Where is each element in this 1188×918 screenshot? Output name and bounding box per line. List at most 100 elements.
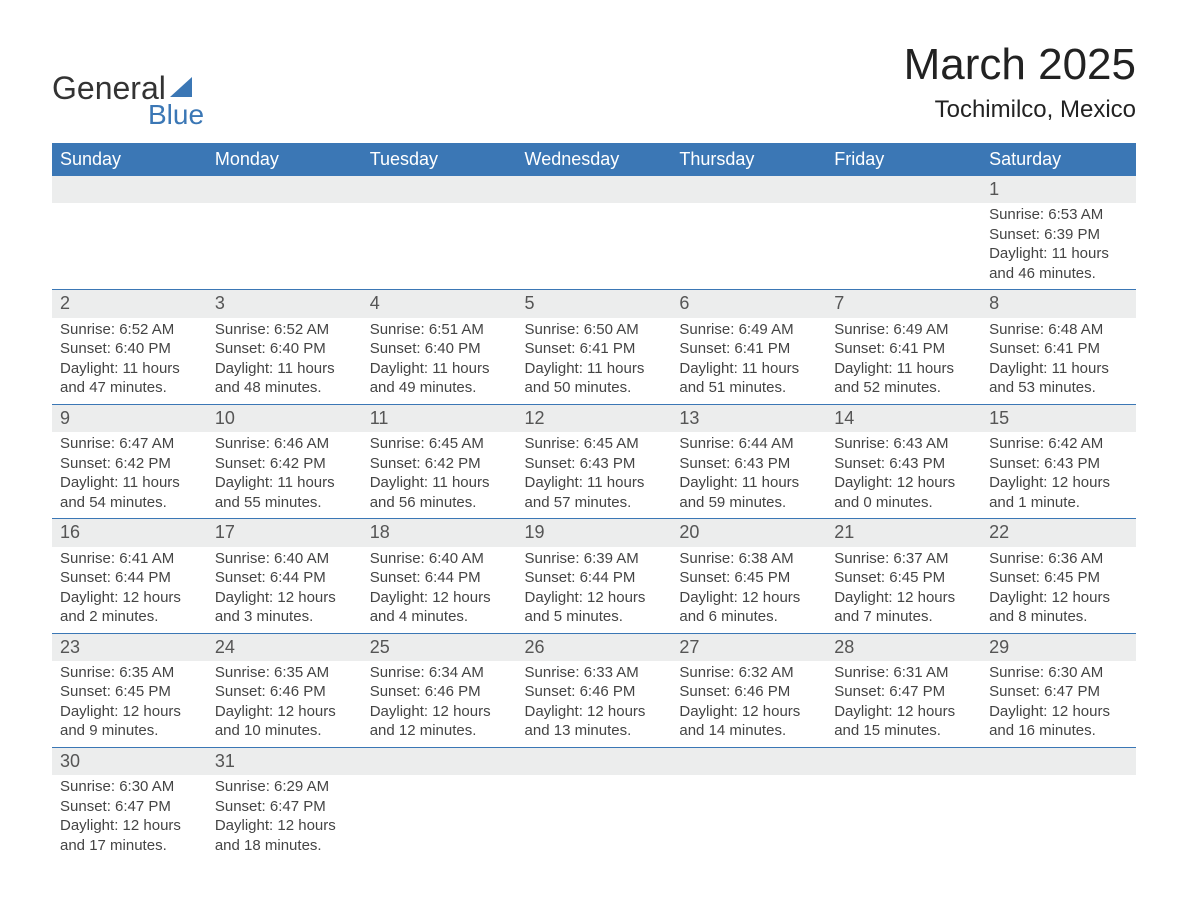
day-number-cell: 23 xyxy=(52,633,207,661)
weekday-monday: Monday xyxy=(207,143,362,176)
daylight-line1: Daylight: 12 hours xyxy=(215,702,354,722)
daylight-line2: and 16 minutes. xyxy=(989,721,1128,741)
day-number-cell: 13 xyxy=(671,404,826,432)
daylight-line1: Daylight: 11 hours xyxy=(525,473,664,493)
day-detail-cell: Sunrise: 6:52 AMSunset: 6:40 PMDaylight:… xyxy=(52,318,207,405)
sunset-text: Sunset: 6:41 PM xyxy=(989,339,1128,359)
daylight-line2: and 47 minutes. xyxy=(60,378,199,398)
day-detail-cell xyxy=(981,775,1136,861)
sunset-text: Sunset: 6:46 PM xyxy=(370,682,509,702)
day-number-cell: 7 xyxy=(826,290,981,318)
day-number-cell: 18 xyxy=(362,519,517,547)
week-daynum-row: 3031 xyxy=(52,747,1136,775)
week-detail-row: Sunrise: 6:35 AMSunset: 6:45 PMDaylight:… xyxy=(52,661,1136,748)
sunset-text: Sunset: 6:42 PM xyxy=(60,454,199,474)
daylight-line1: Daylight: 11 hours xyxy=(370,473,509,493)
daylight-line1: Daylight: 11 hours xyxy=(370,359,509,379)
day-number-cell: 11 xyxy=(362,404,517,432)
day-detail-cell: Sunrise: 6:51 AMSunset: 6:40 PMDaylight:… xyxy=(362,318,517,405)
day-number-cell: 31 xyxy=(207,747,362,775)
sunset-text: Sunset: 6:46 PM xyxy=(525,682,664,702)
day-number-cell: 4 xyxy=(362,290,517,318)
sunrise-text: Sunrise: 6:51 AM xyxy=(370,320,509,340)
daylight-line1: Daylight: 12 hours xyxy=(370,588,509,608)
sunset-text: Sunset: 6:47 PM xyxy=(989,682,1128,702)
day-detail-cell: Sunrise: 6:52 AMSunset: 6:40 PMDaylight:… xyxy=(207,318,362,405)
daylight-line1: Daylight: 11 hours xyxy=(60,359,199,379)
day-number-cell xyxy=(517,747,672,775)
daylight-line2: and 53 minutes. xyxy=(989,378,1128,398)
day-detail-cell xyxy=(517,203,672,290)
sunset-text: Sunset: 6:42 PM xyxy=(370,454,509,474)
day-detail-cell: Sunrise: 6:43 AMSunset: 6:43 PMDaylight:… xyxy=(826,432,981,519)
day-number-cell xyxy=(826,176,981,203)
day-number-cell: 1 xyxy=(981,176,1136,203)
sunrise-text: Sunrise: 6:31 AM xyxy=(834,663,973,683)
week-detail-row: Sunrise: 6:47 AMSunset: 6:42 PMDaylight:… xyxy=(52,432,1136,519)
day-number-cell: 26 xyxy=(517,633,672,661)
day-detail-cell: Sunrise: 6:45 AMSunset: 6:42 PMDaylight:… xyxy=(362,432,517,519)
daylight-line2: and 18 minutes. xyxy=(215,836,354,856)
weekday-tuesday: Tuesday xyxy=(362,143,517,176)
sunset-text: Sunset: 6:40 PM xyxy=(60,339,199,359)
sunrise-text: Sunrise: 6:35 AM xyxy=(60,663,199,683)
day-detail-cell xyxy=(362,775,517,861)
location: Tochimilco, Mexico xyxy=(904,96,1136,124)
calendar-body: 1Sunrise: 6:53 AMSunset: 6:39 PMDaylight… xyxy=(52,176,1136,861)
daylight-line2: and 8 minutes. xyxy=(989,607,1128,627)
daylight-line2: and 51 minutes. xyxy=(679,378,818,398)
sunrise-text: Sunrise: 6:33 AM xyxy=(525,663,664,683)
day-number-cell: 8 xyxy=(981,290,1136,318)
daylight-line1: Daylight: 11 hours xyxy=(989,359,1128,379)
daylight-line2: and 14 minutes. xyxy=(679,721,818,741)
daylight-line1: Daylight: 11 hours xyxy=(60,473,199,493)
day-number-cell: 2 xyxy=(52,290,207,318)
daylight-line1: Daylight: 11 hours xyxy=(525,359,664,379)
sunrise-text: Sunrise: 6:39 AM xyxy=(525,549,664,569)
day-detail-cell: Sunrise: 6:53 AMSunset: 6:39 PMDaylight:… xyxy=(981,203,1136,290)
day-detail-cell: Sunrise: 6:29 AMSunset: 6:47 PMDaylight:… xyxy=(207,775,362,861)
daylight-line1: Daylight: 12 hours xyxy=(679,702,818,722)
day-detail-cell: Sunrise: 6:47 AMSunset: 6:42 PMDaylight:… xyxy=(52,432,207,519)
day-detail-cell xyxy=(671,775,826,861)
daylight-line1: Daylight: 11 hours xyxy=(215,473,354,493)
sunrise-text: Sunrise: 6:47 AM xyxy=(60,434,199,454)
sunrise-text: Sunrise: 6:52 AM xyxy=(215,320,354,340)
daylight-line1: Daylight: 11 hours xyxy=(679,359,818,379)
day-detail-cell xyxy=(826,775,981,861)
day-detail-cell: Sunrise: 6:35 AMSunset: 6:45 PMDaylight:… xyxy=(52,661,207,748)
day-number-cell: 30 xyxy=(52,747,207,775)
week-daynum-row: 9101112131415 xyxy=(52,404,1136,432)
daylight-line2: and 2 minutes. xyxy=(60,607,199,627)
sunrise-text: Sunrise: 6:34 AM xyxy=(370,663,509,683)
sail-shape xyxy=(170,77,192,97)
sunset-text: Sunset: 6:46 PM xyxy=(215,682,354,702)
sunrise-text: Sunrise: 6:29 AM xyxy=(215,777,354,797)
sunset-text: Sunset: 6:47 PM xyxy=(60,797,199,817)
sunrise-text: Sunrise: 6:30 AM xyxy=(60,777,199,797)
sunrise-text: Sunrise: 6:46 AM xyxy=(215,434,354,454)
daylight-line1: Daylight: 12 hours xyxy=(370,702,509,722)
sunrise-text: Sunrise: 6:35 AM xyxy=(215,663,354,683)
day-number-cell: 29 xyxy=(981,633,1136,661)
day-detail-cell xyxy=(52,203,207,290)
week-daynum-row: 1 xyxy=(52,176,1136,203)
daylight-line2: and 54 minutes. xyxy=(60,493,199,513)
day-number-cell: 3 xyxy=(207,290,362,318)
day-detail-cell: Sunrise: 6:45 AMSunset: 6:43 PMDaylight:… xyxy=(517,432,672,519)
brand-logo: General Blue xyxy=(52,70,204,131)
sunrise-text: Sunrise: 6:38 AM xyxy=(679,549,818,569)
day-detail-cell: Sunrise: 6:36 AMSunset: 6:45 PMDaylight:… xyxy=(981,547,1136,634)
daylight-line1: Daylight: 12 hours xyxy=(60,588,199,608)
day-detail-cell xyxy=(826,203,981,290)
header: General Blue March 2025 Tochimilco, Mexi… xyxy=(52,40,1136,131)
day-detail-cell: Sunrise: 6:30 AMSunset: 6:47 PMDaylight:… xyxy=(981,661,1136,748)
daylight-line1: Daylight: 12 hours xyxy=(525,588,664,608)
sunrise-text: Sunrise: 6:49 AM xyxy=(679,320,818,340)
sunset-text: Sunset: 6:47 PM xyxy=(215,797,354,817)
weekday-saturday: Saturday xyxy=(981,143,1136,176)
daylight-line2: and 5 minutes. xyxy=(525,607,664,627)
day-detail-cell: Sunrise: 6:32 AMSunset: 6:46 PMDaylight:… xyxy=(671,661,826,748)
day-number-cell: 15 xyxy=(981,404,1136,432)
day-number-cell xyxy=(52,176,207,203)
